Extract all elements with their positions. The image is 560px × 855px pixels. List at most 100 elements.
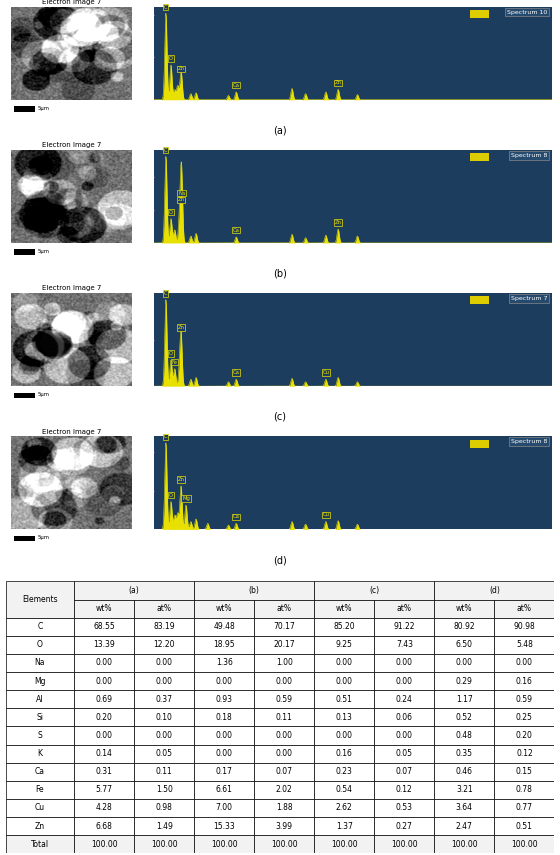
Bar <box>374 599 435 617</box>
Y-axis label: cps/eV: cps/eV <box>137 332 142 348</box>
Bar <box>194 690 254 708</box>
Bar <box>74 708 134 727</box>
Text: 0.00: 0.00 <box>276 731 293 740</box>
Text: 0.00: 0.00 <box>216 731 233 740</box>
Text: Zn: Zn <box>35 822 45 830</box>
Text: Ca: Ca <box>233 370 240 375</box>
Text: 1.50: 1.50 <box>156 786 172 794</box>
Text: 2.62: 2.62 <box>336 804 353 812</box>
Bar <box>314 654 374 672</box>
Bar <box>314 708 374 727</box>
Text: 0.35: 0.35 <box>456 749 473 758</box>
Bar <box>194 745 254 763</box>
Text: 0.16: 0.16 <box>516 676 533 686</box>
Bar <box>74 835 134 853</box>
Bar <box>134 599 194 617</box>
Text: 0.00: 0.00 <box>396 731 413 740</box>
Text: O: O <box>169 492 173 498</box>
Text: 1.88: 1.88 <box>276 804 293 812</box>
Bar <box>314 599 374 617</box>
Bar <box>314 835 374 853</box>
Bar <box>74 617 134 636</box>
Text: 0.59: 0.59 <box>516 695 533 704</box>
Bar <box>374 617 435 636</box>
Text: O: O <box>169 56 173 61</box>
Bar <box>194 672 254 690</box>
Text: (d): (d) <box>273 555 287 565</box>
Text: Cu: Cu <box>35 804 45 812</box>
Bar <box>254 599 314 617</box>
Text: S: S <box>38 731 42 740</box>
Bar <box>74 654 134 672</box>
Bar <box>494 835 554 853</box>
Text: 100.00: 100.00 <box>151 840 178 849</box>
Bar <box>435 817 494 835</box>
Bar <box>194 581 314 599</box>
Bar <box>374 799 435 817</box>
Bar <box>374 708 435 727</box>
Bar <box>494 636 554 654</box>
Text: wt%: wt% <box>216 604 232 613</box>
Bar <box>470 297 489 304</box>
Text: 0.00: 0.00 <box>336 658 353 668</box>
Bar <box>314 617 374 636</box>
Bar <box>134 727 194 745</box>
Text: Na: Na <box>35 658 45 668</box>
Bar <box>314 690 374 708</box>
Text: Zn: Zn <box>178 325 185 330</box>
Text: 0.00: 0.00 <box>396 676 413 686</box>
Text: 100.00: 100.00 <box>331 840 358 849</box>
Text: 100.00: 100.00 <box>391 840 418 849</box>
Bar <box>13 536 35 541</box>
Text: 5.48: 5.48 <box>516 640 533 649</box>
Text: O: O <box>37 640 43 649</box>
Text: 100.00: 100.00 <box>451 840 478 849</box>
Bar <box>6 781 74 799</box>
Text: (d): (d) <box>489 586 500 595</box>
Bar <box>435 835 494 853</box>
Text: 4.28: 4.28 <box>96 804 113 812</box>
Text: wt%: wt% <box>336 604 353 613</box>
Text: 5.77: 5.77 <box>96 786 113 794</box>
Title: Electron Image 7: Electron Image 7 <box>41 142 101 148</box>
Text: 15.33: 15.33 <box>213 822 235 830</box>
Text: 1.36: 1.36 <box>216 658 233 668</box>
Bar <box>435 781 494 799</box>
Text: 83.19: 83.19 <box>153 622 175 631</box>
Text: (b): (b) <box>249 586 260 595</box>
Bar <box>194 599 254 617</box>
Text: C: C <box>164 434 167 439</box>
Bar <box>470 10 489 18</box>
Y-axis label: cps/eV: cps/eV <box>137 188 142 204</box>
Text: 0.17: 0.17 <box>216 767 233 776</box>
Bar <box>134 799 194 817</box>
Bar <box>6 708 74 727</box>
Text: 7.43: 7.43 <box>396 640 413 649</box>
Text: 0.51: 0.51 <box>516 822 533 830</box>
Bar <box>470 439 489 447</box>
Bar <box>314 727 374 745</box>
Text: Mg: Mg <box>182 496 190 501</box>
Bar <box>74 599 134 617</box>
Text: C: C <box>164 148 167 153</box>
Bar <box>494 799 554 817</box>
Text: 5μm: 5μm <box>38 105 50 110</box>
Bar <box>494 763 554 781</box>
Bar <box>194 817 254 835</box>
Text: wt%: wt% <box>456 604 473 613</box>
Text: 0.00: 0.00 <box>96 658 113 668</box>
Bar <box>254 835 314 853</box>
Bar <box>134 817 194 835</box>
Bar <box>314 581 435 599</box>
Text: Ca: Ca <box>35 767 45 776</box>
Bar <box>314 817 374 835</box>
Bar <box>494 745 554 763</box>
Bar <box>134 835 194 853</box>
Bar <box>6 654 74 672</box>
Bar <box>6 835 74 853</box>
Text: 80.92: 80.92 <box>454 622 475 631</box>
Bar <box>6 745 74 763</box>
Text: 12.20: 12.20 <box>153 640 175 649</box>
Bar <box>254 636 314 654</box>
Text: Zn: Zn <box>178 477 185 482</box>
